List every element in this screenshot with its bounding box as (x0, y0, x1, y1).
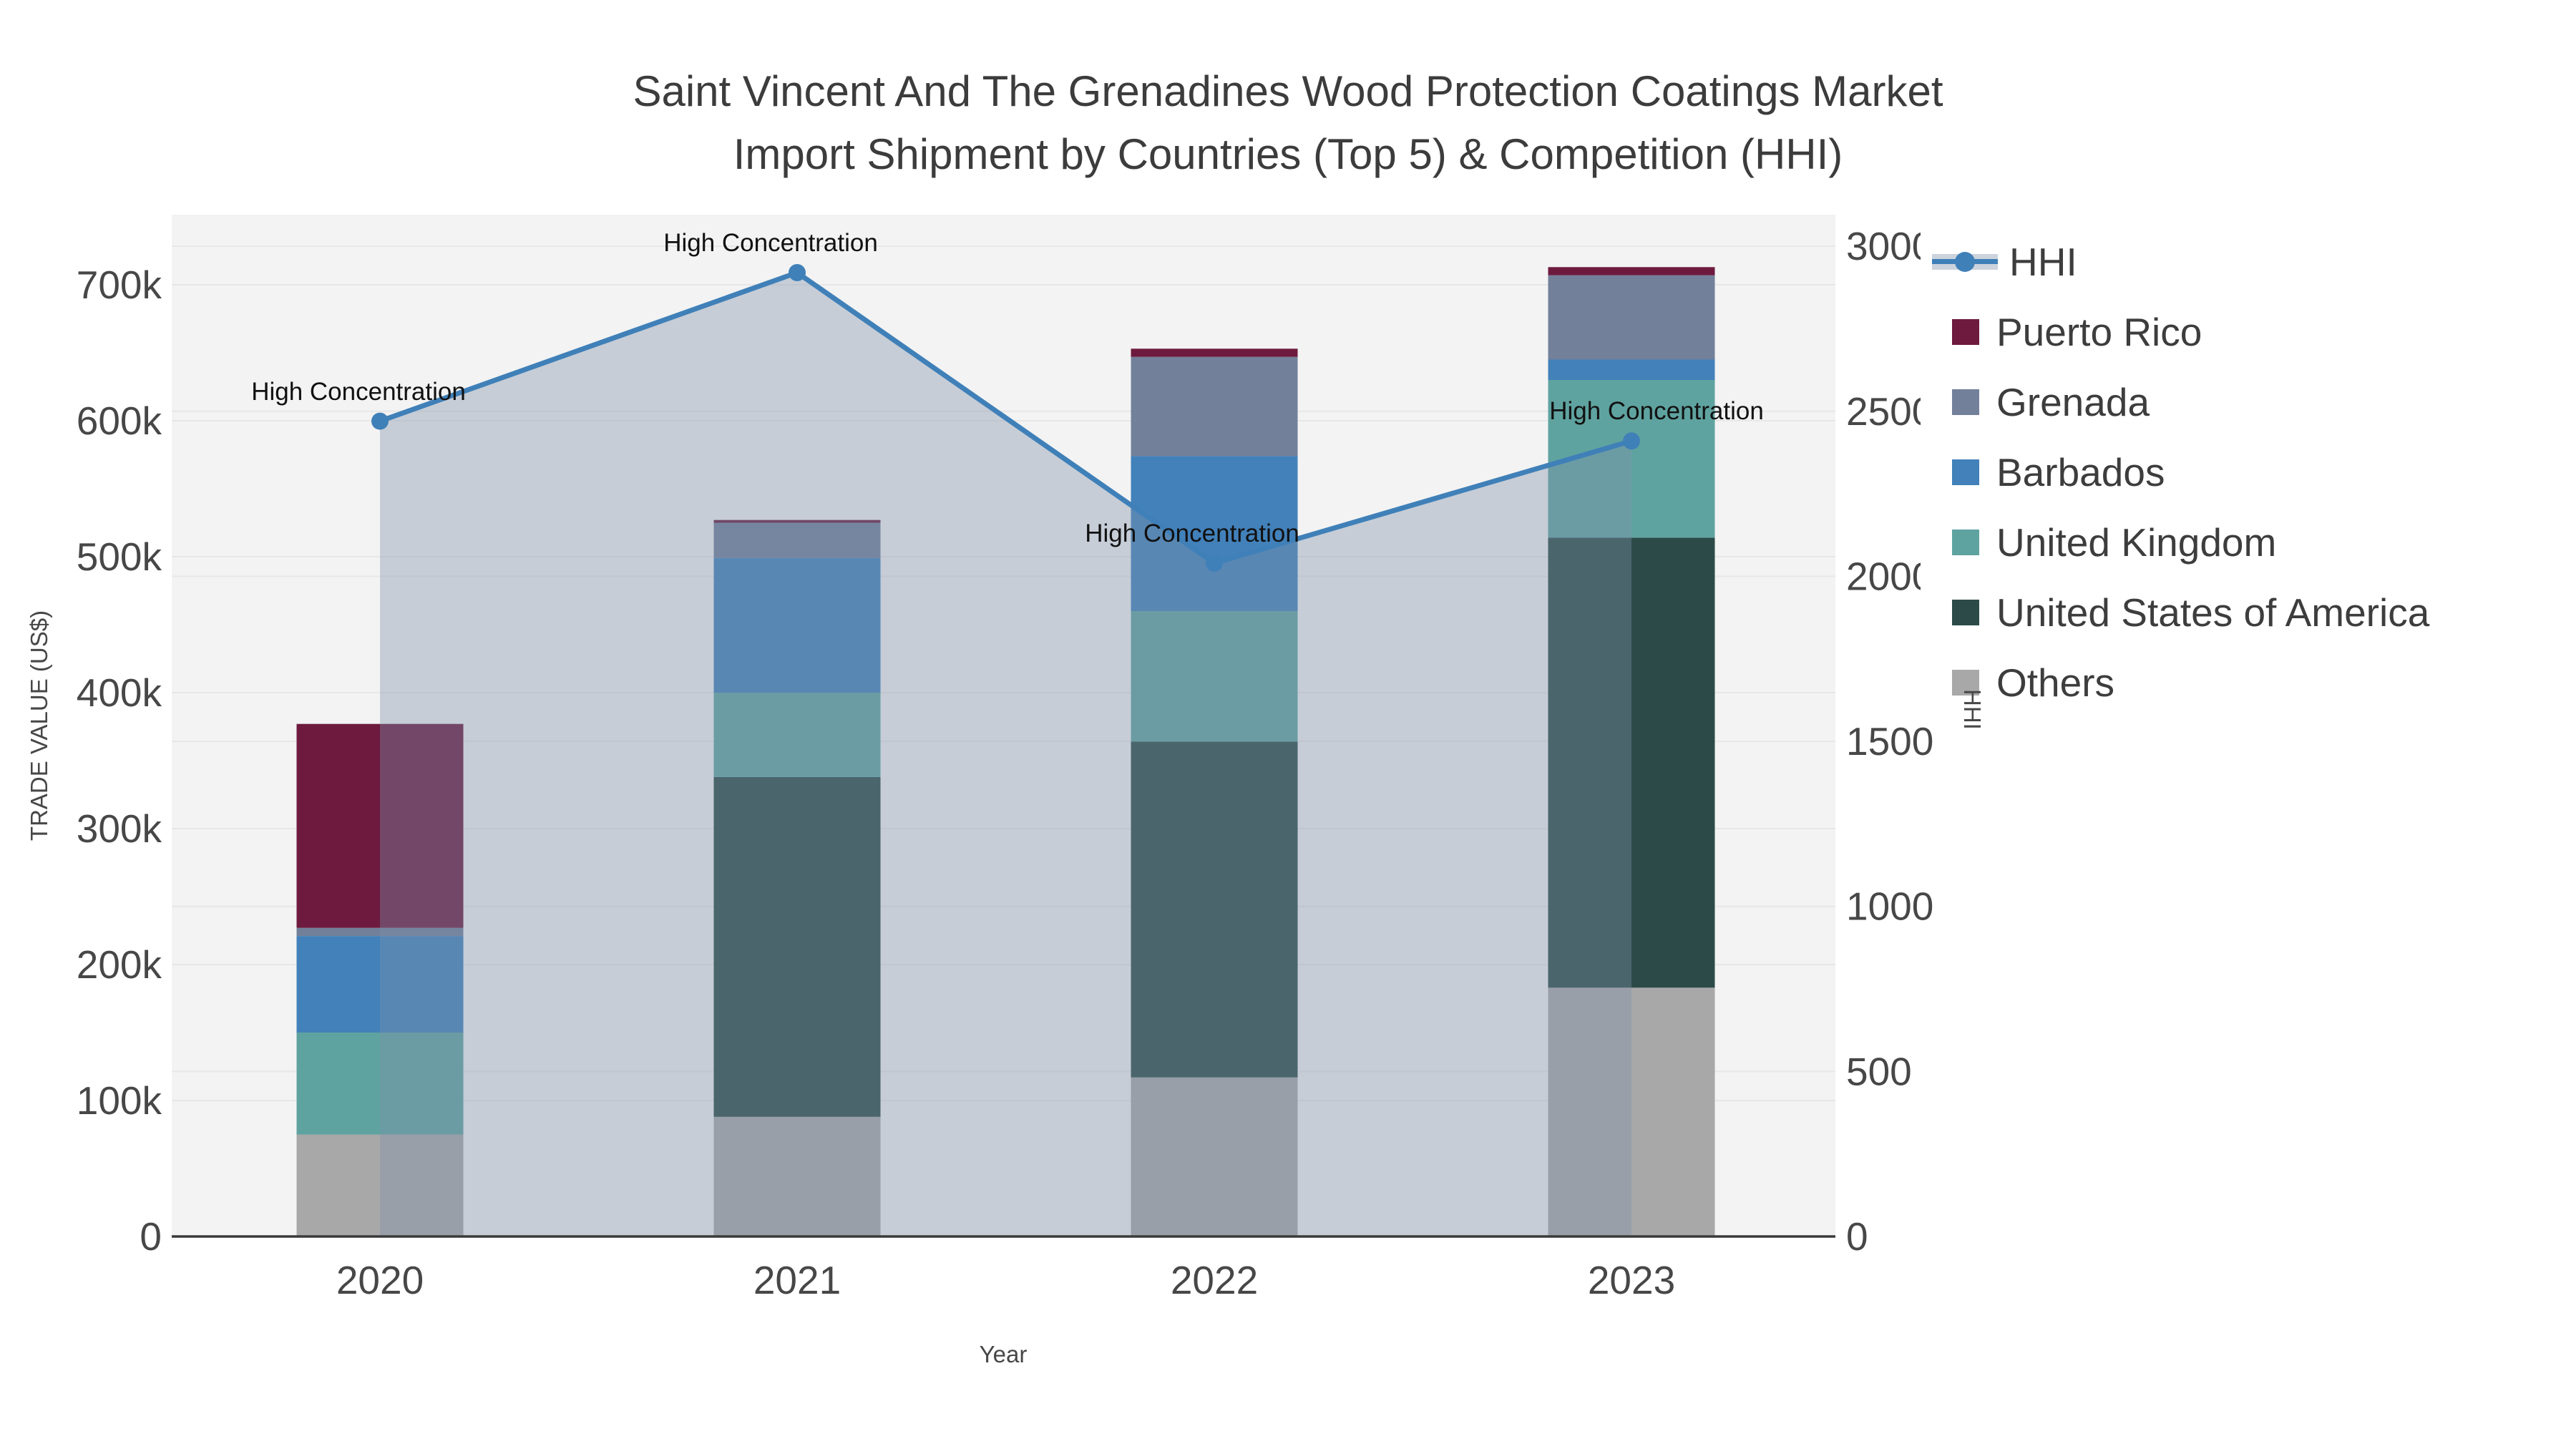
right-tick-500: 500 (1846, 1049, 1912, 1093)
legend: HHI Puerto Rico Grenada Barbados United King… (1921, 227, 2576, 718)
x-tick-2023: 2023 (1588, 1258, 1675, 1302)
bar-segment-barbados-2023[interactable] (1548, 359, 1715, 381)
legend-swatch-icon (1952, 530, 1979, 555)
legend-label: Others (1996, 660, 2115, 705)
chart-title-line2: Import Shipment by Countries (Top 5) & C… (733, 130, 1843, 178)
hhi-line (379, 270, 1632, 566)
bar-segment-barbados-2020[interactable] (296, 936, 464, 1033)
hhi-legend-sample-icon (1932, 252, 1998, 272)
bar-segment-puerto-rico-2020[interactable] (296, 723, 464, 928)
legend-item-others[interactable]: Others (1921, 648, 2576, 718)
legend-swatch-icon (1952, 459, 1979, 485)
bar-segment-puerto-rico-2021[interactable] (713, 519, 881, 523)
x-axis-title: Year (980, 1341, 1028, 1367)
chart-title: Saint Vincent And The Grenadines Wood Pr… (0, 60, 2576, 186)
legend-label: United Kingdom (1996, 520, 2277, 565)
hhi-marker-2022[interactable] (1206, 554, 1223, 572)
hhi-area-fill (380, 273, 1631, 1236)
hhi-marker-2021[interactable] (789, 264, 806, 282)
left-tick-700k: 700k (77, 263, 162, 307)
bar-segment-puerto-rico-2023[interactable] (1548, 267, 1715, 275)
bar-segment-united-states-of-america-2023[interactable] (1548, 537, 1715, 988)
bar-segment-others-2022[interactable] (1131, 1077, 1298, 1236)
left-tick-100k: 100k (77, 1078, 162, 1123)
right-tick-1500: 1500 (1846, 719, 1933, 763)
bar-segment-barbados-2022[interactable] (1131, 456, 1298, 611)
hhi-marker-2023[interactable] (1623, 432, 1640, 450)
right-tick-2000: 2000 (1846, 554, 1933, 598)
left-tick-300k: 300k (77, 806, 162, 851)
legend-item-united-kingdom[interactable]: United Kingdom (1921, 507, 2576, 577)
right-tick-2500: 2500 (1846, 389, 1933, 434)
left-axis-title: TRADE VALUE (US$) (26, 610, 52, 841)
right-tick-0: 0 (1846, 1214, 1868, 1259)
legend-label: Puerto Rico (1996, 310, 2202, 354)
legend-label: United States of America (1996, 590, 2430, 635)
bar-segment-united-states-of-america-2021[interactable] (713, 776, 881, 1117)
bar-segment-grenada-2022[interactable] (1131, 356, 1298, 457)
x-tick-2021: 2021 (753, 1258, 841, 1302)
left-tick-600k: 600k (77, 399, 162, 443)
annotation-high-concentration: High Concentration (251, 377, 466, 406)
legend-item-united-states-of-america[interactable]: United States of America (1921, 577, 2576, 648)
legend-swatch-icon (1952, 319, 1979, 345)
x-tick-2020: 2020 (336, 1258, 424, 1302)
chart-title-line1: Saint Vincent And The Grenadines Wood Pr… (633, 67, 1943, 115)
annotation-high-concentration: High Concentration (663, 229, 878, 257)
bar-segment-others-2021[interactable] (713, 1116, 881, 1236)
legend-label: HHI (2009, 240, 2077, 284)
bar-segment-united-kingdom-2020[interactable] (296, 1033, 464, 1135)
bar-segment-grenada-2023[interactable] (1548, 275, 1715, 360)
bar-segment-others-2020[interactable] (296, 1134, 464, 1237)
legend-label: Grenada (1996, 380, 2150, 424)
legend-item-puerto-rico[interactable]: Puerto Rico (1921, 297, 2576, 367)
right-axis-title: HHI (1959, 689, 1986, 730)
bar-segment-barbados-2021[interactable] (713, 557, 881, 693)
right-tick-3000: 3000 (1846, 224, 1933, 268)
bar-segment-united-kingdom-2021[interactable] (713, 693, 881, 777)
legend-item-hhi[interactable]: HHI (1921, 227, 2576, 297)
legend-swatch-icon (1952, 389, 1979, 415)
legend-swatch-icon (1952, 600, 1979, 625)
bar-segment-others-2023[interactable] (1548, 987, 1715, 1236)
legend-label: Barbados (1996, 450, 2165, 494)
hhi-marker-2020[interactable] (371, 412, 389, 430)
legend-item-barbados[interactable]: Barbados (1921, 437, 2576, 507)
left-tick-0: 0 (140, 1214, 162, 1259)
right-tick-1000: 1000 (1846, 884, 1933, 929)
left-tick-500k: 500k (77, 535, 162, 579)
left-tick-200k: 200k (77, 942, 162, 987)
bar-segment-grenada-2021[interactable] (713, 522, 881, 558)
x-tick-2022: 2022 (1171, 1258, 1258, 1302)
bar-segment-puerto-rico-2022[interactable] (1131, 348, 1298, 357)
legend-swatch-icon (1952, 670, 1979, 696)
left-tick-400k: 400k (77, 670, 162, 715)
bar-segment-united-kingdom-2022[interactable] (1131, 611, 1298, 742)
hhi-sample-dot (1955, 252, 1975, 272)
legend-item-grenada[interactable]: Grenada (1921, 367, 2576, 437)
annotation-high-concentration: High Concentration (1085, 519, 1299, 547)
annotation-high-concentration: High Concentration (1549, 397, 1764, 426)
bar-segment-grenada-2020[interactable] (296, 927, 464, 937)
bar-segment-united-states-of-america-2022[interactable] (1131, 741, 1298, 1078)
